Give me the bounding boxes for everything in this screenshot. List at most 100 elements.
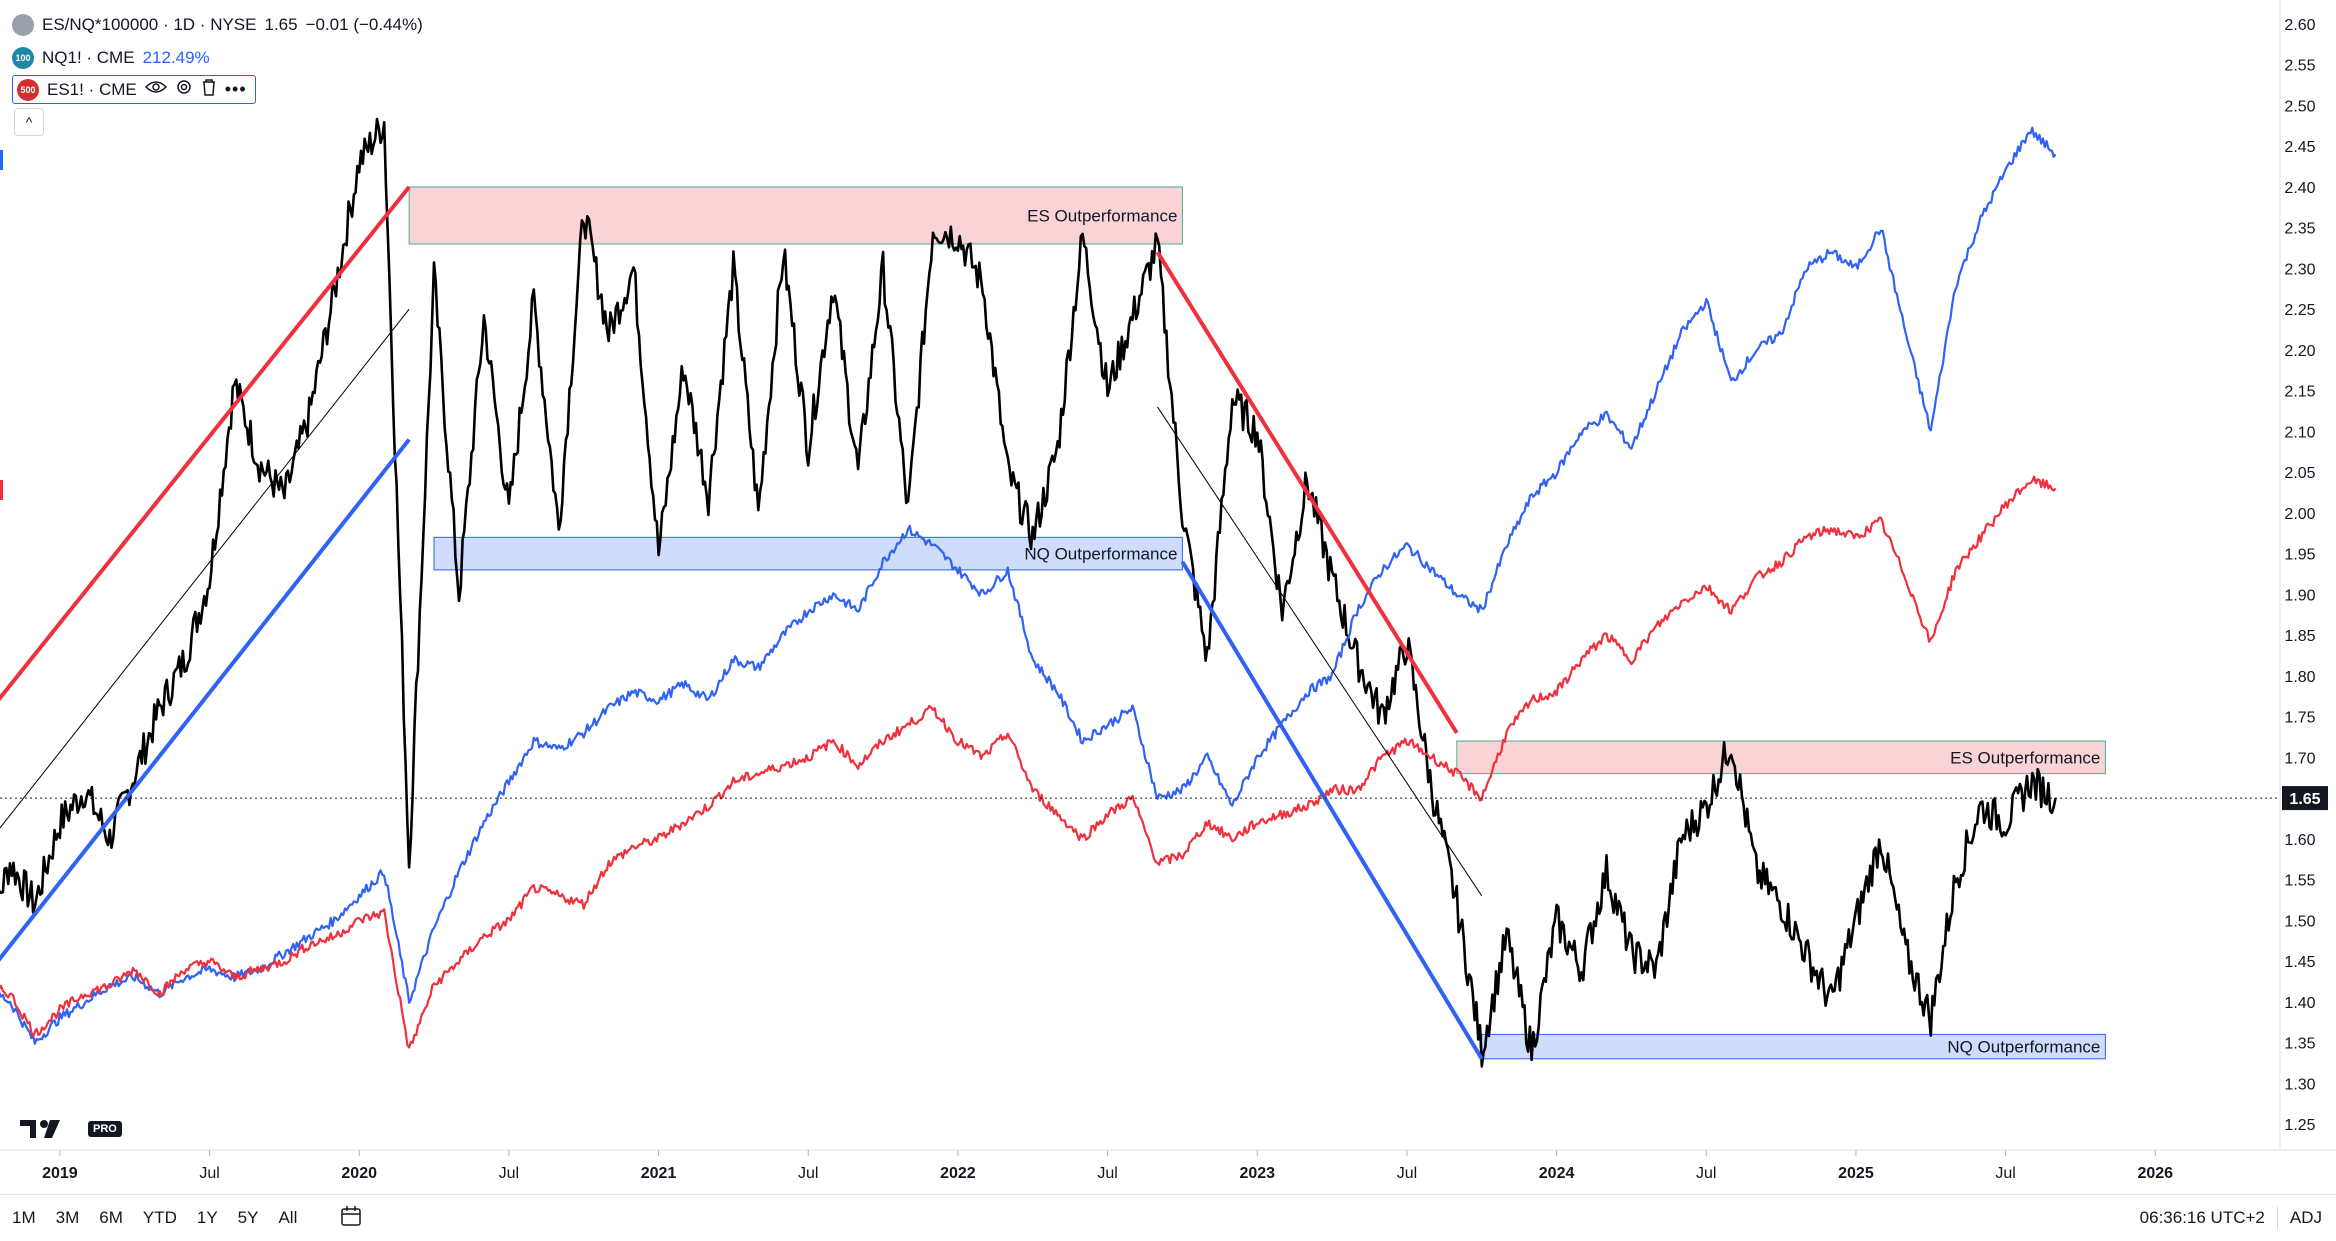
price-tick-label: 2.00: [2284, 506, 2315, 523]
es-outperformance-zone: [408, 186, 1183, 245]
symbol-icon: [12, 14, 34, 36]
price-tick-label: 1.90: [2284, 587, 2315, 604]
time-tick-label: Jul: [1995, 1165, 2015, 1182]
timeframe-button[interactable]: 6M: [99, 1208, 123, 1227]
time-tick-label: Jul: [499, 1165, 519, 1182]
time-tick-label: 2022: [940, 1165, 976, 1182]
price-tick-label: 1.60: [2284, 832, 2315, 849]
time-tick-label: 2025: [1838, 1165, 1874, 1182]
price-tick-label: 2.10: [2284, 424, 2315, 441]
symbol-line[interactable]: ES/NQ*100000 · 1D · NYSE: [42, 15, 257, 34]
current-price-badge: [2282, 786, 2328, 811]
price-tick-label: 2.05: [2284, 465, 2315, 482]
time-tick-label: 2024: [1539, 1165, 1575, 1182]
series-line-ES/NQ*100000: [0, 117, 2057, 1068]
price-tick-label: 2.30: [2284, 261, 2315, 278]
time-tick-label: 2020: [341, 1165, 377, 1182]
price-tick-label: 1.55: [2284, 873, 2315, 890]
bottom-toolbar: 1M 3M 6M YTD 1Y 5Y All 06:36:16 UTC+2 ADJ: [0, 1194, 2336, 1241]
price-tick-label: 2.20: [2284, 343, 2315, 360]
price-tick-label: 1.45: [2284, 954, 2315, 971]
timeframe-button[interactable]: All: [278, 1208, 298, 1227]
time-tick-label: 2019: [42, 1165, 78, 1182]
adj-toggle[interactable]: ADJ: [2289, 1208, 2322, 1227]
time-tick-label: Jul: [199, 1165, 219, 1182]
pro-watermark: PRO: [88, 1121, 122, 1137]
nq-badge-icon: 100: [12, 47, 34, 69]
timeframe-button[interactable]: 1M: [12, 1208, 36, 1227]
chevron-up-icon: ^: [25, 114, 33, 130]
bottom-right-controls: 06:36:16 UTC+2 ADJ: [2140, 1195, 2322, 1241]
time-tick-label: Jul: [1397, 1165, 1417, 1182]
price-tick-label: 1.50: [2284, 913, 2315, 930]
time-tick-label: Jul: [1097, 1165, 1117, 1182]
nq-outperformance-zone: [433, 536, 1183, 571]
price-tick-label: 2.15: [2284, 384, 2315, 401]
zone-label: ES Outperformance: [1027, 206, 1177, 225]
tradingview-logo-icon: [20, 1120, 60, 1138]
price-chart[interactable]: 2.60 2.55 2.50 2.45 2.40 2.35 2.30 2.25 2.20 2.15…: [0, 0, 2336, 1195]
calendar-range-icon[interactable]: [339, 1204, 363, 1233]
price-tick-label: 2.35: [2284, 221, 2315, 238]
eye-icon[interactable]: [144, 79, 167, 100]
price-tick-label: 2.25: [2284, 302, 2315, 319]
divider: [2276, 1207, 2278, 1229]
timeframe-button[interactable]: YTD: [142, 1208, 177, 1227]
series-line-NQ1!: [0, 126, 2057, 1045]
main-legend: ES/NQ*100000 · 1D · NYSE 1.65 −0.01 (−0.…: [12, 14, 423, 36]
price-tick-label: 1.80: [2284, 669, 2315, 686]
price-tick-label: 2.55: [2284, 58, 2315, 75]
zone-label: ES Outperformance: [1950, 748, 2100, 767]
price-tick-label: 1.70: [2284, 750, 2315, 767]
price-tick-label: 1.30: [2284, 1076, 2315, 1093]
price-tick-label: 2.60: [2284, 17, 2315, 34]
timeframe-button[interactable]: 5Y: [237, 1208, 259, 1227]
price-tick-label: 1.25: [2284, 1117, 2315, 1134]
price-tick-label: 1.85: [2284, 628, 2315, 645]
current-price-label: 1.65: [2289, 791, 2320, 808]
time-tick-label: 2026: [2137, 1165, 2173, 1182]
nq-axis-marker: [0, 150, 3, 170]
price-axis: [2280, 0, 2336, 1195]
trendline: [0, 308, 410, 829]
time-tick-label: 2021: [641, 1165, 677, 1182]
clock[interactable]: 06:36:16 UTC+2: [2139, 1208, 2265, 1227]
trendline: [0, 185, 411, 702]
more-icon[interactable]: •••: [224, 79, 247, 99]
timeframe-list: 1M 3M 6M YTD 1Y 5Y All: [0, 1208, 305, 1228]
es-badge-icon: 500: [17, 78, 39, 101]
zone-label: NQ Outperformance: [1947, 1038, 2100, 1057]
price-tick-label: 1.35: [2284, 1036, 2315, 1053]
trendline: [0, 438, 411, 962]
es-axis-marker: [0, 480, 3, 500]
timeframe-button[interactable]: 1Y: [196, 1208, 218, 1227]
time-tick-label: 2023: [1239, 1165, 1275, 1182]
series-line-ES1!: [0, 475, 2057, 1049]
trash-icon[interactable]: [201, 78, 217, 101]
es-legend[interactable]: 500 ES1! · CME •••: [12, 75, 256, 104]
price-tick-label: 1.95: [2284, 547, 2315, 564]
price-tick-label: 1.75: [2284, 710, 2315, 727]
price-tick-label: 1.40: [2284, 995, 2315, 1012]
settings-icon[interactable]: [175, 78, 193, 101]
trendline: [1155, 251, 1459, 734]
nq-value: 212.49%: [142, 48, 210, 67]
zone-label: NQ Outperformance: [1024, 545, 1177, 564]
price-change: −0.01 (−0.44%): [305, 15, 423, 34]
es-symbol: ES1! · CME: [47, 79, 137, 99]
price-tick-label: 2.45: [2284, 139, 2315, 156]
trendline: [1180, 560, 1484, 1060]
collapse-legend-button[interactable]: ^: [14, 108, 44, 136]
last-price: 1.65: [264, 15, 298, 34]
time-tick-label: Jul: [798, 1165, 818, 1182]
es-outperformance-zone: [1456, 740, 2106, 775]
trendline: [1157, 406, 1483, 897]
time-tick-label: Jul: [1696, 1165, 1716, 1182]
timeframe-button[interactable]: 3M: [55, 1208, 80, 1227]
nq-legend[interactable]: 100 NQ1! · CME 212.49%: [12, 47, 210, 69]
nq-symbol: NQ1! · CME: [42, 48, 135, 67]
tv-logo: PRO: [20, 1118, 122, 1140]
price-tick-label: 2.40: [2284, 180, 2315, 197]
price-tick-label: 2.50: [2284, 98, 2315, 115]
